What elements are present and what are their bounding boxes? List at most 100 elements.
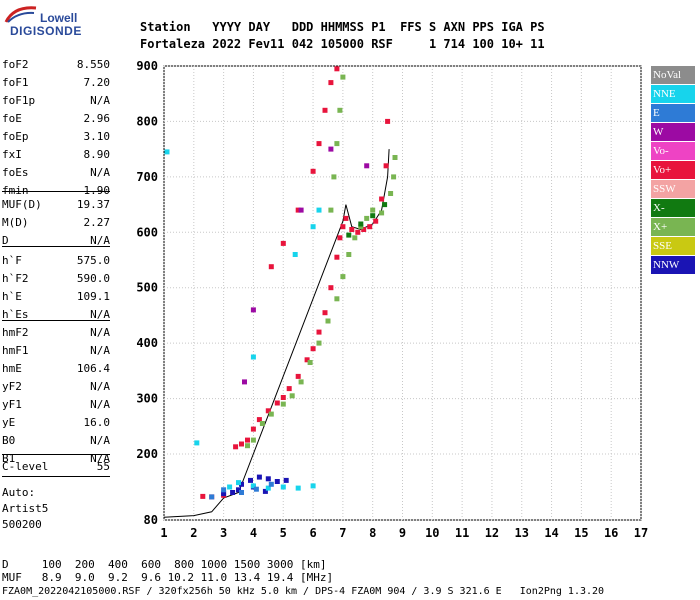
param-row: h`F2 590.0 (2, 272, 110, 286)
data-point-x (334, 141, 340, 147)
y-tick-label: 900 (136, 59, 158, 73)
data-point-nne (280, 484, 286, 490)
x-tick-label: 6 (309, 526, 316, 540)
data-point-vo (361, 227, 367, 232)
data-point-x (352, 235, 358, 241)
param-row: foEs N/A (2, 166, 110, 180)
param-name: h`Es (2, 308, 29, 321)
param-value: 2.96 (83, 112, 111, 125)
chart-marks (163, 66, 398, 518)
chart-grid (163, 65, 642, 521)
data-point-x (388, 191, 394, 196)
data-point-x (307, 360, 313, 365)
param-value: 7.20 (83, 76, 111, 89)
data-point-nnw (221, 491, 227, 497)
data-point-x (337, 107, 343, 113)
param-row: C-level 55 (2, 460, 110, 474)
data-point-nnw (230, 490, 236, 495)
data-point-nne (164, 149, 170, 155)
chart-ticks: 1 2 3 4 5 6 7 8 9 10 11 12 13 14 15 16 17802003004005006… (136, 59, 648, 540)
y-tick-label: 500 (136, 281, 158, 295)
data-point-e (268, 481, 274, 487)
data-point-e (209, 494, 215, 500)
param-value: N/A (90, 94, 110, 107)
param-name: fxI (2, 148, 22, 161)
x-tick-label: 2 (190, 526, 197, 540)
data-point-vo (310, 168, 316, 174)
data-point-vo (349, 227, 355, 232)
x-tick-label: 14 (544, 526, 558, 540)
param-value: N/A (90, 398, 110, 411)
data-point-vo (310, 346, 316, 352)
data-point-x (325, 318, 331, 324)
data-point-x (364, 215, 370, 221)
data-point-x (392, 155, 398, 160)
data-point-vo (304, 357, 310, 363)
data-point-nne (292, 252, 298, 257)
param-row: yE 16.0 (2, 416, 110, 430)
x-tick-label: 7 (339, 526, 346, 540)
param-row: D N/A (2, 234, 110, 248)
data-point-x (370, 207, 376, 213)
data-point-x (250, 437, 256, 443)
data-point-nne (295, 485, 301, 491)
param-row: B1 N/A (2, 452, 110, 466)
autoscaling-line: 500200 (2, 518, 42, 531)
muf-row: MUF 8.9 9.0 9.2 9.6 10.2 11.0 13.4 19.4 … (2, 571, 334, 584)
divider (2, 320, 110, 321)
param-row: h`F 575.0 (2, 254, 110, 268)
data-point-vo (355, 229, 361, 235)
param-name: hmF1 (2, 344, 29, 357)
data-point-w (364, 163, 370, 169)
data-point-vo (316, 329, 322, 335)
param-row: h`Es N/A (2, 308, 110, 322)
data-point-x (259, 421, 265, 426)
data-point-x (370, 213, 376, 219)
data-point-nnw (265, 476, 271, 482)
param-name: foF2 (2, 58, 29, 71)
data-point-nne (194, 440, 200, 446)
logo-line2: DIGISONDE (10, 24, 82, 38)
param-value: 8.90 (83, 148, 111, 161)
data-point-vo (295, 207, 301, 213)
data-point-vo (322, 310, 328, 316)
data-point-vo (337, 235, 343, 241)
data-point-nne (227, 484, 233, 490)
param-value: N/A (90, 434, 110, 447)
data-point-vo (373, 218, 379, 224)
data-point-vo (233, 444, 239, 450)
data-point-x (331, 174, 337, 180)
data-point-nne (265, 485, 271, 491)
param-value: N/A (90, 380, 110, 393)
data-point-nnw (239, 481, 244, 487)
legend-item: NoVal (651, 66, 695, 84)
data-point-x (298, 379, 304, 385)
legend-item: SSW (651, 180, 695, 198)
x-tick-label: 5 (280, 526, 287, 540)
divider (2, 191, 110, 192)
autoscaling-line: Artist5 (2, 502, 49, 515)
data-point-x (346, 252, 352, 257)
data-point-nne (236, 480, 241, 486)
file-info: FZA0M_2022042105000.RSF / 320fx256h 50 k… (2, 586, 605, 597)
param-value: 3.10 (83, 130, 111, 143)
data-point-x (340, 74, 346, 80)
param-value: 16.0 (83, 416, 111, 429)
param-value: 106.4 (76, 362, 110, 375)
legend-item: SSE (651, 237, 695, 255)
data-point-nne (250, 483, 256, 489)
data-point-x (340, 274, 346, 280)
y-tick-label: 800 (136, 114, 158, 128)
param-value: 55 (96, 460, 110, 473)
data-point-vo (316, 141, 322, 147)
param-value: N/A (90, 308, 110, 321)
data-point-vo (286, 386, 292, 392)
logo-swoosh-icon (4, 6, 37, 23)
data-point-x (358, 221, 364, 227)
data-point-vo (280, 395, 286, 400)
data-point-vo (343, 215, 349, 221)
param-row: hmE 106.4 (2, 362, 110, 376)
data-point-vo (328, 80, 334, 86)
data-point-x (334, 296, 340, 302)
data-point-nne (310, 224, 316, 230)
